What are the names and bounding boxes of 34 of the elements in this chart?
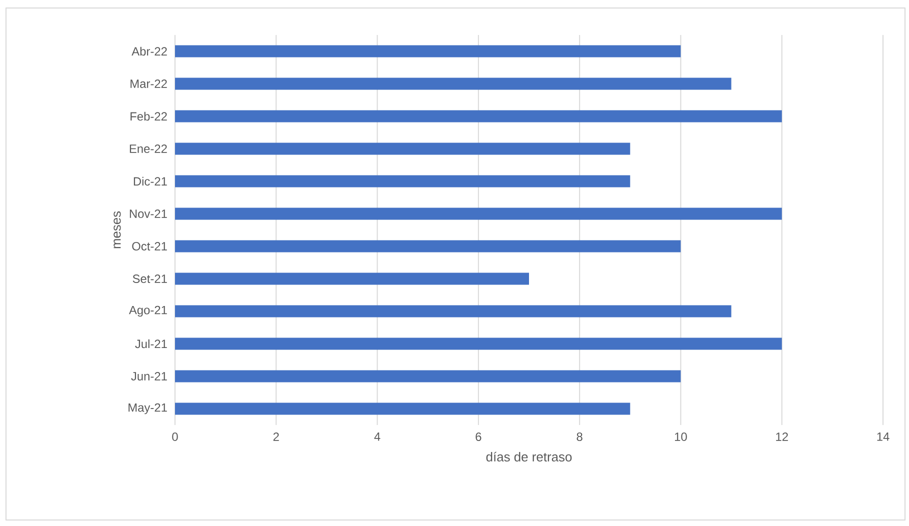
bar (175, 208, 782, 220)
y-tick-label: Mar-22 (130, 80, 167, 88)
x-axis-title: días de retraso (486, 452, 572, 462)
y-axis-title: meses (114, 211, 121, 248)
y-tick-label: Set-21 (132, 274, 167, 283)
x-tick-label: 6 (476, 432, 482, 441)
y-tick-label: Feb-22 (130, 112, 167, 121)
x-tick-label: 0 (172, 432, 178, 441)
y-tick-label: May-21 (128, 403, 167, 414)
x-tick-label: 14 (877, 432, 890, 441)
x-tick-label: 2 (273, 432, 279, 441)
bar (175, 110, 782, 122)
y-tick-label: Jul-21 (135, 339, 167, 348)
bar (175, 272, 530, 285)
y-tick-label: Abr-22 (132, 46, 167, 56)
y-tick-label: Jun-21 (131, 372, 167, 380)
x-tick-label: 10 (674, 432, 687, 441)
bar (175, 175, 630, 188)
y-tick-label: Ago-21 (128, 306, 167, 317)
bar (175, 142, 630, 155)
x-tick-label: 4 (374, 432, 380, 441)
bar (175, 370, 681, 382)
bar (175, 338, 782, 350)
x-tick-label: 8 (576, 432, 582, 441)
y-tick-label: Ene-22 (130, 144, 167, 153)
y-tick-label: Oct-21 (132, 242, 167, 250)
bar (175, 45, 681, 58)
bar (175, 402, 630, 415)
x-tick-label: 12 (776, 432, 788, 441)
bar (175, 305, 732, 318)
y-tick-label: Dic-21 (134, 176, 167, 186)
y-tick-label: Nov-21 (130, 210, 167, 218)
bar (175, 240, 681, 252)
bar (175, 78, 732, 90)
